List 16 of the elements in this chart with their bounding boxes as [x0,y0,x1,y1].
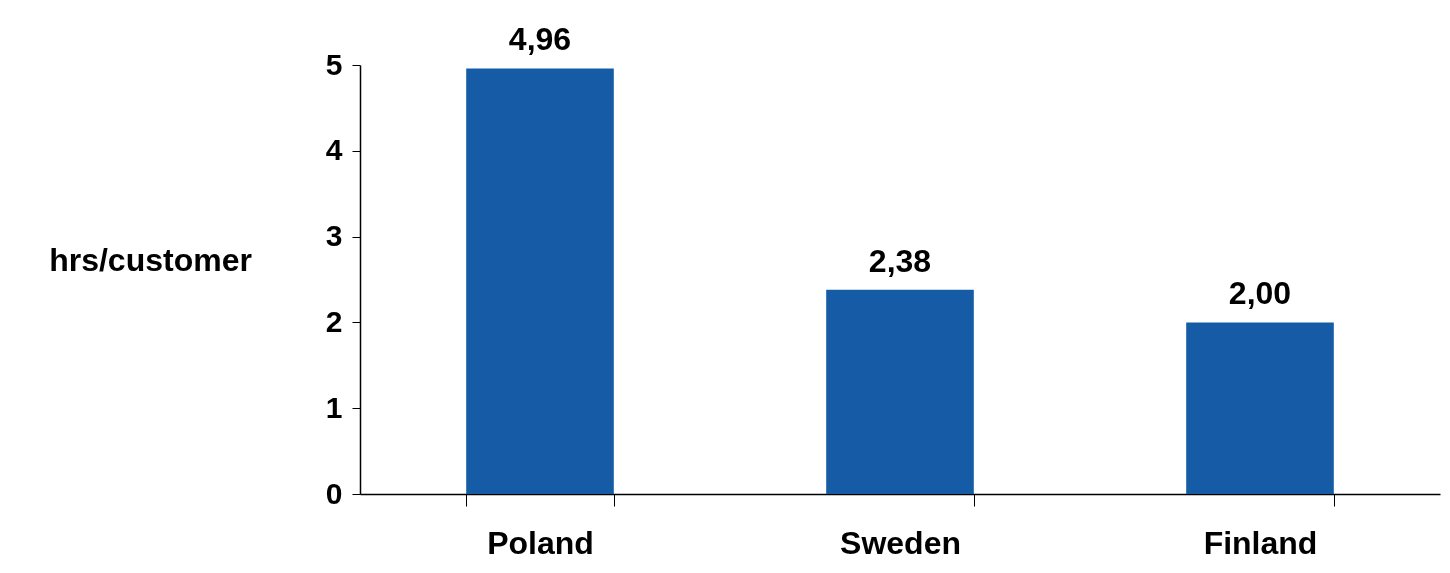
bar [466,68,614,494]
data-label: 2,00 [1228,275,1292,312]
bar [1186,322,1334,494]
data-label: 2,38 [868,242,932,279]
y-tick-label: 4 [325,133,343,167]
bar [826,289,974,494]
y-tick-label: 5 [325,47,343,81]
y-tick-label: 2 [325,304,343,338]
data-label: 4,96 [508,21,572,58]
x-tick-label: Finland [1203,524,1318,561]
y-axis-title: hrs/customer [49,241,252,278]
x-tick-label: Poland [487,524,594,561]
y-tick-label: 3 [325,219,343,253]
y-tick-label: 1 [325,390,343,424]
x-tick-label: Sweden [840,524,961,561]
y-tick-label: 0 [325,476,343,510]
